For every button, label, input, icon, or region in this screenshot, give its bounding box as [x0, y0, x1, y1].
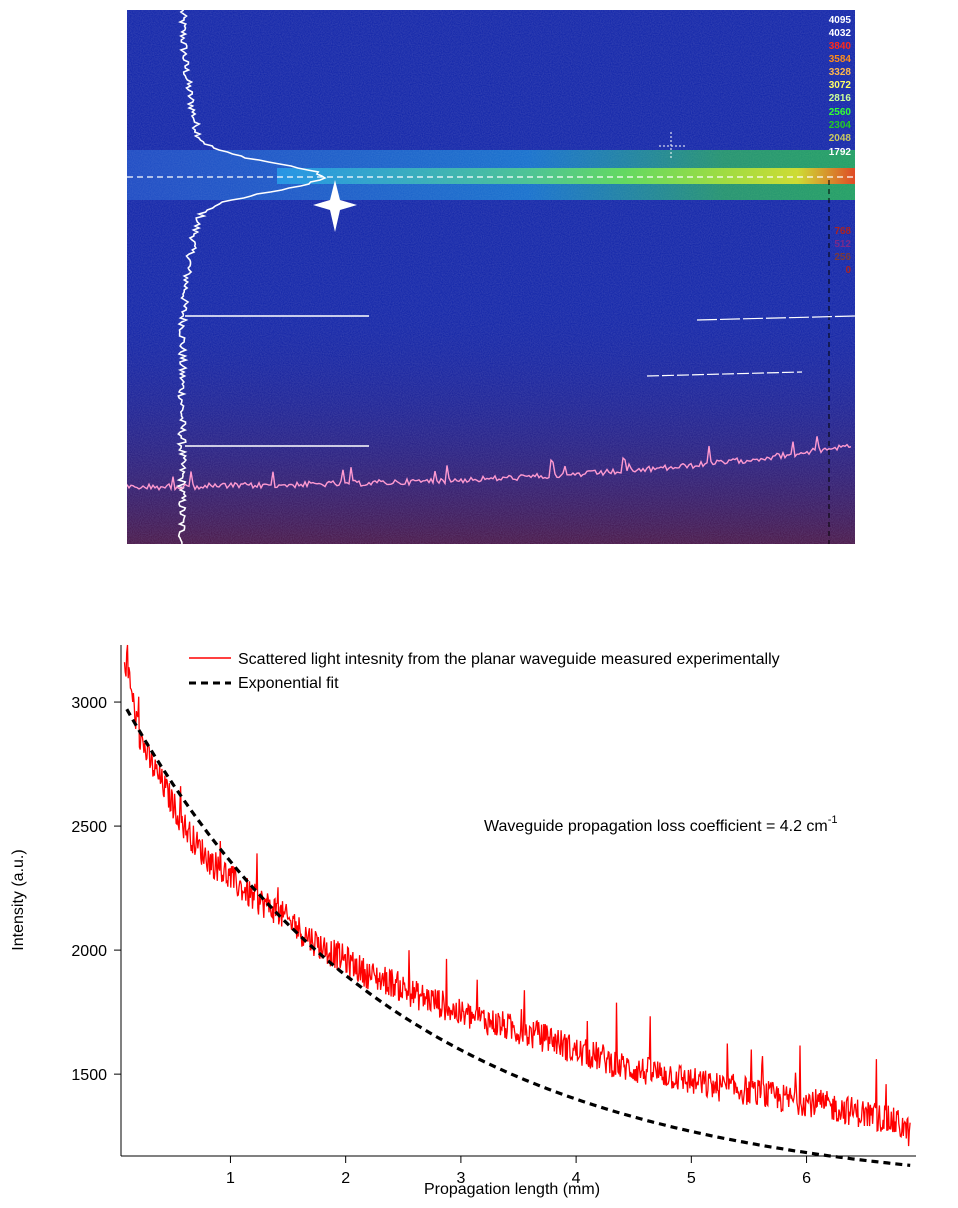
legend-label-data: Scattered light intesnity from the plana…	[238, 651, 780, 668]
x-tick-label: 1	[226, 1170, 235, 1187]
loss-annotation-text: Waveguide propagation loss coefficient =…	[484, 818, 828, 835]
colorbar-label: 3584	[829, 54, 852, 65]
horizontal-intensity-trace	[127, 436, 852, 492]
loss-chart: 1500 2000 2500 3000 1 2 3 4 5 6 Propagation leng…	[10, 644, 916, 1198]
plot-axes	[120, 645, 916, 1157]
y-ticks: 1500 2000 2500 3000	[71, 695, 121, 1084]
x-axis-label: Propagation length (mm)	[424, 1181, 600, 1198]
colorbar-label: 1792	[829, 147, 852, 158]
fit-series-line	[125, 708, 911, 1167]
vertical-profile-trace	[175, 10, 327, 544]
x-tick-label: 2	[341, 1170, 350, 1187]
colorbar-label: 4095	[829, 15, 852, 26]
colorbar-label: 768	[834, 226, 851, 237]
beam-core	[277, 168, 855, 184]
colorbar-label: 3328	[829, 67, 852, 78]
x-ticks: 1 2 3 4 5 6	[226, 1156, 811, 1187]
sample-line-right	[696, 315, 855, 321]
colorbar-labels: 4095403238403584332830722816256023042048…	[829, 15, 852, 276]
y-tick-label: 2000	[71, 943, 107, 960]
legend-label-fit: Exponential fit	[238, 675, 339, 692]
colorbar-label: 256	[834, 252, 851, 263]
x-tick-label: 3	[456, 1170, 465, 1187]
colorbar-label: 2304	[829, 120, 852, 131]
colorbar-label: 2816	[829, 93, 852, 104]
colorbar-label: 3072	[829, 80, 852, 91]
y-axis-label: Intensity (a.u.)	[10, 849, 27, 950]
data-series-line	[123, 644, 911, 1147]
y-tick-label: 2500	[71, 819, 107, 836]
colorbar-label: 3840	[829, 41, 852, 52]
colorbar-label: 4032	[829, 28, 852, 39]
sample-line-middle	[646, 371, 803, 377]
loss-annotation-superscript: -1	[828, 814, 838, 826]
colorbar-label: 2560	[829, 107, 852, 118]
camera-noise	[127, 10, 855, 544]
diamond-marker	[313, 180, 357, 232]
loss-annotation: Waveguide propagation loss coefficient =…	[484, 814, 838, 835]
colorbar-label: 2048	[829, 133, 852, 144]
colorbar-label: 512	[834, 239, 851, 250]
y-tick-label: 3000	[71, 695, 107, 712]
camera-image: 4095403238403584332830722816256023042048…	[127, 10, 855, 544]
x-tick-label: 6	[802, 1170, 811, 1187]
colorbar-label: 0	[845, 265, 851, 276]
x-tick-label: 4	[572, 1170, 581, 1187]
y-tick-label: 1500	[71, 1067, 107, 1084]
legend: Scattered light intesnity from the plana…	[189, 651, 780, 692]
x-tick-label: 5	[687, 1170, 696, 1187]
